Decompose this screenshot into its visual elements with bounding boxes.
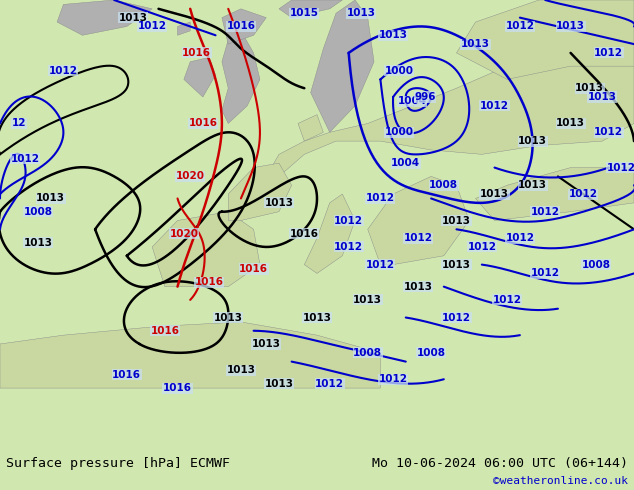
Polygon shape	[184, 57, 216, 97]
Text: ©weatheronline.co.uk: ©weatheronline.co.uk	[493, 476, 628, 486]
Polygon shape	[222, 31, 260, 123]
Text: 1013: 1013	[252, 339, 281, 349]
Polygon shape	[152, 212, 260, 287]
Text: 1013: 1013	[353, 295, 382, 305]
Text: 1012: 1012	[480, 101, 509, 111]
Polygon shape	[298, 115, 323, 141]
Text: 1013: 1013	[226, 366, 256, 375]
Text: 1020: 1020	[176, 172, 205, 181]
Text: 1012: 1012	[404, 233, 433, 243]
Text: 1016: 1016	[290, 229, 319, 239]
Text: 1012: 1012	[505, 233, 534, 243]
Text: 1015: 1015	[290, 8, 319, 18]
Text: 1013: 1013	[556, 22, 585, 31]
Polygon shape	[57, 0, 152, 35]
Text: 1008: 1008	[581, 260, 611, 270]
Text: 1012: 1012	[11, 154, 40, 164]
Text: 1012: 1012	[442, 313, 471, 322]
Text: 1004: 1004	[391, 158, 420, 168]
Polygon shape	[254, 44, 634, 198]
Text: 1004: 1004	[398, 97, 427, 106]
Text: 1008: 1008	[429, 180, 458, 190]
Text: 1013: 1013	[480, 189, 509, 199]
Text: 1013: 1013	[588, 92, 617, 102]
Text: 1013: 1013	[575, 83, 604, 93]
Polygon shape	[222, 9, 266, 44]
Text: 996: 996	[414, 92, 436, 102]
Text: 1013: 1013	[347, 8, 376, 18]
Polygon shape	[311, 0, 374, 132]
Text: 1012: 1012	[607, 163, 634, 172]
Text: 1013: 1013	[23, 238, 53, 247]
Text: Mo 10-06-2024 06:00 UTC (06+144): Mo 10-06-2024 06:00 UTC (06+144)	[372, 457, 628, 469]
Text: 1016: 1016	[195, 277, 224, 287]
Text: 1016: 1016	[150, 326, 179, 336]
Text: 1020: 1020	[169, 229, 198, 239]
Text: 1013: 1013	[442, 260, 471, 270]
Text: 1008: 1008	[23, 207, 53, 217]
Text: 1013: 1013	[518, 180, 547, 190]
Text: 1000: 1000	[385, 66, 414, 75]
Polygon shape	[476, 168, 634, 220]
Text: 1013: 1013	[214, 313, 243, 322]
Text: 1013: 1013	[404, 282, 433, 292]
Text: 1013: 1013	[556, 119, 585, 128]
Text: 1013: 1013	[302, 313, 332, 322]
Text: 1016: 1016	[112, 370, 141, 380]
Text: Surface pressure [hPa] ECMWF: Surface pressure [hPa] ECMWF	[6, 457, 230, 469]
Text: 1012: 1012	[334, 216, 363, 225]
Text: 1012: 1012	[594, 48, 623, 58]
Polygon shape	[456, 0, 634, 79]
Polygon shape	[228, 163, 292, 220]
Polygon shape	[0, 322, 380, 388]
Text: 1000: 1000	[385, 127, 414, 137]
Text: 1016: 1016	[163, 383, 192, 393]
Text: 1012: 1012	[366, 260, 395, 270]
Text: 1012: 1012	[366, 194, 395, 203]
Polygon shape	[178, 22, 190, 35]
Polygon shape	[368, 176, 469, 265]
Text: 1013: 1013	[36, 194, 65, 203]
Text: 1008: 1008	[353, 348, 382, 358]
Text: 1012: 1012	[569, 189, 598, 199]
Text: 1013: 1013	[442, 216, 471, 225]
Text: 1012: 1012	[334, 242, 363, 252]
Text: 1012: 1012	[594, 127, 623, 137]
Text: 1012: 1012	[493, 295, 522, 305]
Text: 1013: 1013	[461, 39, 490, 49]
Text: 1012: 1012	[531, 269, 560, 278]
Text: 1013: 1013	[378, 30, 408, 40]
Text: 1013: 1013	[518, 136, 547, 146]
Polygon shape	[304, 194, 355, 273]
Text: 12: 12	[12, 119, 26, 128]
Text: 1016: 1016	[239, 264, 268, 274]
Text: 1012: 1012	[505, 22, 534, 31]
Text: 1013: 1013	[119, 13, 148, 23]
Text: 1016: 1016	[226, 22, 256, 31]
Text: 1012: 1012	[378, 374, 408, 384]
Text: 1012: 1012	[138, 22, 167, 31]
Text: 1016: 1016	[188, 119, 217, 128]
Text: 1012: 1012	[467, 242, 496, 252]
Text: 1012: 1012	[531, 207, 560, 217]
Text: 1012: 1012	[49, 66, 78, 75]
Text: 1013: 1013	[264, 198, 294, 208]
Text: 1013: 1013	[264, 379, 294, 389]
Text: 1008: 1008	[417, 348, 446, 358]
Polygon shape	[279, 0, 342, 18]
Text: 1016: 1016	[182, 48, 211, 58]
Text: 1012: 1012	[315, 379, 344, 389]
